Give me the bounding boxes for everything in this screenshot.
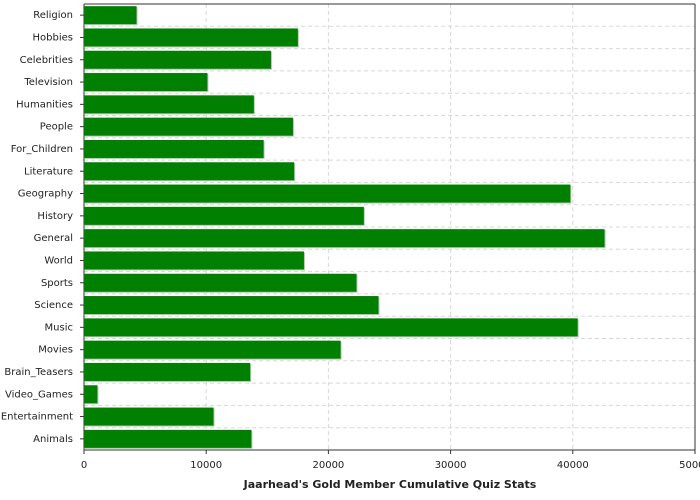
y-tick-label: Humanities xyxy=(16,99,73,110)
y-tick-label: Hobbies xyxy=(33,32,73,43)
bar xyxy=(84,95,254,114)
y-tick-label: Animals xyxy=(33,434,73,445)
y-tick-label: For_Children xyxy=(11,144,73,155)
y-tick-label: Sports xyxy=(41,278,73,289)
bar xyxy=(84,340,341,359)
bar xyxy=(84,273,357,292)
bar xyxy=(84,6,137,25)
x-tick-label: 40000 xyxy=(557,460,589,471)
bar xyxy=(84,139,264,158)
bar xyxy=(84,117,293,136)
bar xyxy=(84,251,304,270)
y-tick-label: Geography xyxy=(18,189,73,200)
y-tick-label: Religion xyxy=(33,10,73,21)
y-tick-label: Music xyxy=(45,322,73,333)
y-tick-label: Video_Games xyxy=(5,389,73,400)
x-tick-label: 0 xyxy=(81,460,87,471)
bar xyxy=(84,28,298,47)
y-tick-label: Celebrities xyxy=(20,55,73,66)
bar xyxy=(84,385,98,404)
bar xyxy=(84,206,364,225)
x-tick-label: 20000 xyxy=(312,460,344,471)
y-tick-label: Literature xyxy=(24,166,73,177)
bar xyxy=(84,362,251,381)
bar xyxy=(84,318,578,337)
bar xyxy=(84,50,271,69)
bar xyxy=(84,229,605,248)
bar xyxy=(84,162,295,181)
y-tick-label: History xyxy=(37,211,73,222)
y-tick-label: Science xyxy=(34,300,73,311)
bar xyxy=(84,407,214,426)
bar xyxy=(84,429,252,448)
y-tick-label: General xyxy=(34,233,73,244)
bar xyxy=(84,296,379,315)
x-tick-label: 10000 xyxy=(190,460,222,471)
x-tick-label: 30000 xyxy=(435,460,467,471)
x-tick-label: 50000 xyxy=(679,460,700,471)
y-tick-label: Brain_Teasers xyxy=(4,367,73,378)
y-tick-label: People xyxy=(40,122,73,133)
y-tick-label: Television xyxy=(23,77,73,88)
y-tick-label: Entertainment xyxy=(1,412,73,423)
bar xyxy=(84,184,571,203)
y-tick-label: World xyxy=(44,255,73,266)
y-tick-label: Movies xyxy=(38,345,73,356)
chart-title: Jaarhead's Gold Member Cumulative Quiz S… xyxy=(243,478,537,491)
bar xyxy=(84,73,208,92)
